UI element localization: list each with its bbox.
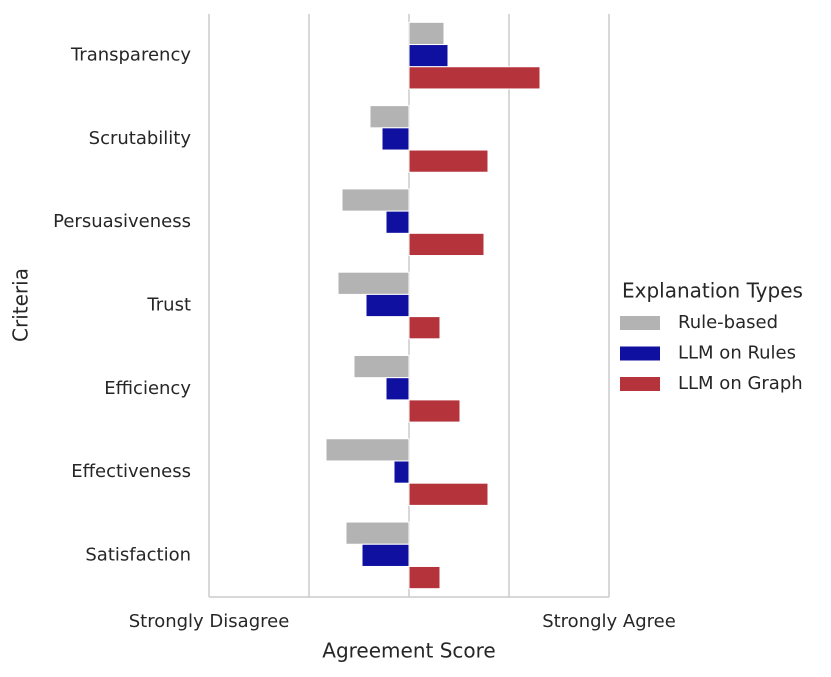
bar — [408, 565, 441, 590]
legend-label: LLM on Graph — [678, 373, 803, 394]
bar — [337, 271, 410, 295]
bar — [408, 44, 449, 68]
bar — [408, 232, 485, 257]
bar — [325, 438, 410, 462]
bar — [345, 521, 410, 545]
legend-swatch — [620, 377, 660, 391]
y-tick-label: Efficiency — [104, 378, 191, 399]
bar — [393, 460, 410, 484]
legend-label: LLM on Rules — [678, 343, 796, 364]
y-tick-label: Satisfaction — [85, 544, 191, 565]
bar — [385, 377, 410, 401]
y-tick-label: Effectiveness — [71, 461, 191, 482]
bar — [381, 127, 410, 151]
bar — [408, 21, 445, 46]
bar — [369, 105, 410, 129]
x-axis-title: Agreement Score — [322, 639, 495, 663]
y-tick-label: Persuasiveness — [53, 211, 191, 232]
bar — [408, 316, 441, 340]
bar — [408, 399, 461, 423]
x-tick-label: Strongly Disagree — [129, 611, 290, 632]
y-tick-label: Scrutability — [89, 128, 192, 149]
y-tick-label: Trust — [146, 295, 191, 316]
bar — [365, 293, 410, 318]
bar — [408, 482, 489, 506]
bar — [341, 188, 410, 212]
y-axis-title: Criteria — [9, 268, 33, 342]
legend-label: Rule-based — [678, 312, 778, 333]
x-tick-label: Strongly Agree — [542, 611, 676, 632]
bar — [385, 210, 410, 234]
bar — [408, 149, 489, 173]
bar — [361, 543, 410, 567]
bar — [353, 354, 410, 379]
bar — [408, 66, 541, 90]
legend-swatch — [620, 346, 660, 361]
legend-swatch — [620, 316, 660, 330]
legend-title: Explanation Types — [622, 279, 803, 303]
y-tick-label: Transparency — [70, 45, 191, 66]
